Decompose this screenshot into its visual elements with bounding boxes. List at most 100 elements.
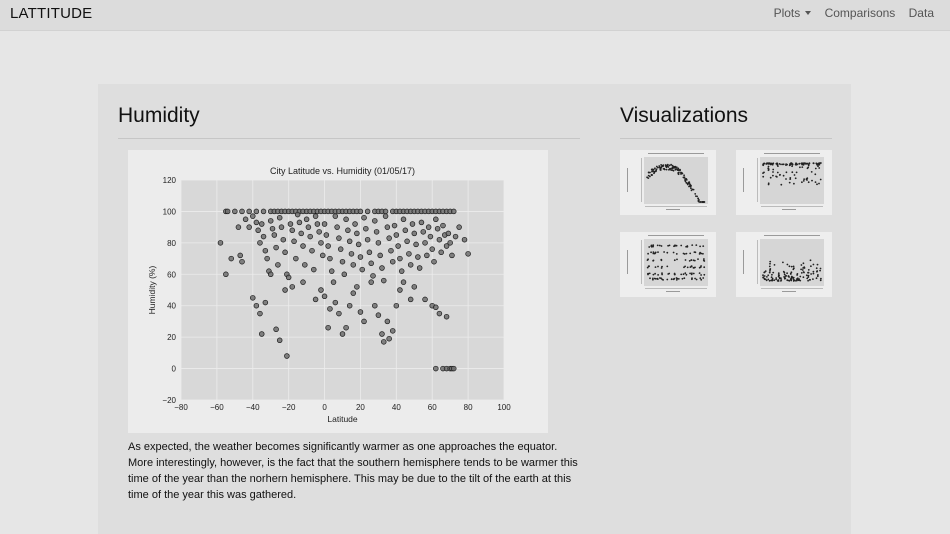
thumb-point — [668, 164, 671, 167]
tick-labels: −80 −60 −40 −20 0 20 40 60 80 100 −20 0 20 40 60 80 100 1… — [162, 176, 511, 412]
thumb-point — [803, 178, 805, 181]
thumb-point — [647, 252, 649, 255]
thumbnail-cloudiness[interactable] — [620, 232, 716, 297]
thumb-point — [808, 162, 811, 165]
thumb-point — [812, 263, 815, 266]
thumb-point — [697, 199, 700, 202]
data-point — [259, 221, 265, 227]
thumb-point — [666, 278, 669, 281]
data-point — [389, 258, 396, 265]
data-point — [320, 252, 326, 259]
nav-plots-dropdown[interactable]: Plots — [774, 6, 812, 20]
thumb-point — [702, 277, 705, 279]
thumb-point — [806, 177, 809, 180]
x-tick-label: 40 — [392, 403, 401, 412]
visualizations-divider — [620, 138, 832, 139]
data-point — [339, 258, 346, 265]
data-points — [217, 208, 471, 372]
thumb-point — [780, 163, 782, 166]
thumb-point — [785, 171, 788, 174]
thumb-point — [772, 168, 775, 171]
content-card: Humidity Visualizations −80 −60 −40 −20 0 20 4… — [98, 84, 851, 534]
data-point — [253, 208, 260, 215]
nav-menu: Plots Comparisons Data — [764, 6, 934, 20]
data-point — [321, 221, 328, 227]
data-point — [280, 236, 287, 243]
thumb-point — [648, 171, 650, 174]
thumb-point — [674, 245, 676, 247]
data-point — [293, 255, 299, 262]
thumb-point — [763, 171, 765, 174]
thumb-point — [810, 171, 813, 173]
thumb-point — [647, 272, 650, 275]
thumb-point — [769, 268, 772, 270]
chart-title: City Latitude vs. Humidity (01/05/17) — [270, 166, 415, 176]
data-point — [407, 262, 414, 268]
thumb-point — [694, 266, 696, 269]
thumb-plot-area — [644, 239, 708, 286]
thumb-point — [647, 174, 650, 177]
thumb-point — [692, 188, 695, 191]
data-point — [456, 224, 462, 230]
thumb-point — [654, 251, 657, 254]
thumb-point — [767, 278, 770, 281]
thumb-point — [700, 274, 702, 276]
thumb-point — [651, 174, 654, 176]
thumb-point — [814, 167, 817, 170]
data-point — [433, 304, 439, 311]
data-point — [415, 254, 421, 260]
thumbnail-wind-speed[interactable] — [736, 232, 832, 297]
thumb-point — [792, 265, 795, 268]
data-point — [262, 247, 269, 254]
data-point — [235, 224, 242, 230]
thumb-point — [654, 272, 656, 275]
thumb-point — [683, 277, 686, 280]
data-point — [447, 240, 453, 246]
thumb-point — [782, 174, 785, 177]
data-point — [379, 331, 385, 337]
thumb-point — [650, 245, 653, 248]
data-point — [397, 287, 403, 293]
data-point — [411, 230, 418, 237]
thumb-point — [816, 163, 818, 166]
thumbnail-humidity[interactable] — [736, 150, 832, 215]
y-tick-label: −20 — [162, 396, 176, 405]
thumb-point — [695, 278, 698, 281]
data-point — [368, 260, 374, 267]
data-point — [438, 249, 444, 256]
nav-data-link[interactable]: Data — [908, 6, 934, 20]
brand-link[interactable]: LATTITUDE — [10, 5, 93, 22]
thumb-scatter — [762, 162, 822, 186]
caret-down-icon — [805, 11, 812, 15]
thumbnail-max-temperature[interactable] — [620, 150, 716, 215]
thumb-point — [666, 251, 669, 254]
thumb-point — [790, 278, 792, 281]
data-point — [312, 296, 319, 303]
thumb-y-axis — [757, 158, 758, 202]
thumb-point — [652, 252, 655, 255]
thumb-point — [646, 266, 649, 269]
thumb-point — [812, 270, 815, 273]
data-point — [434, 225, 441, 232]
thumb-point — [819, 267, 822, 270]
thumb-point — [803, 267, 806, 269]
thumb-point — [780, 279, 783, 281]
data-point — [332, 299, 339, 306]
nav-comparisons-link[interactable]: Comparisons — [824, 6, 896, 20]
data-point — [273, 244, 279, 251]
data-point — [271, 232, 278, 238]
thumb-point — [778, 277, 781, 280]
thumb-point — [798, 278, 801, 281]
thumb-point — [767, 165, 770, 168]
thumb-point — [763, 271, 766, 274]
thumb-point — [664, 164, 667, 166]
thumb-point — [763, 162, 766, 165]
data-point — [255, 227, 261, 234]
x-tick-label: −20 — [282, 403, 296, 412]
thumb-point — [698, 272, 701, 274]
data-point — [425, 224, 432, 230]
y-tick-label: 60 — [167, 270, 176, 279]
data-point — [395, 243, 401, 249]
thumb-point — [810, 273, 812, 275]
data-point — [364, 208, 371, 215]
